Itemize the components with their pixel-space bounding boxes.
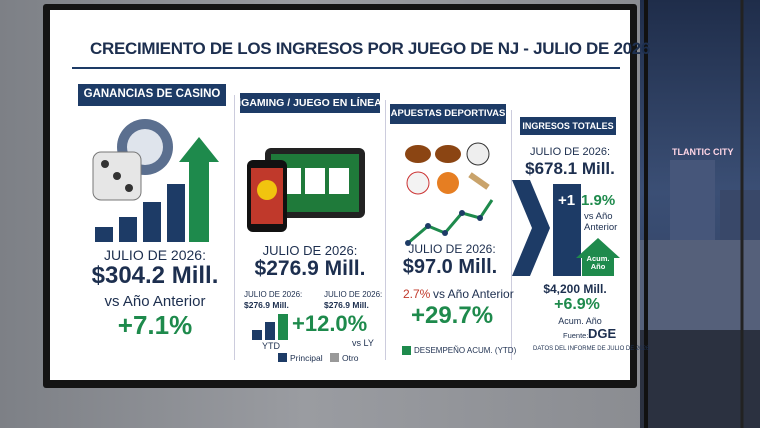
legend-swatch bbox=[278, 353, 287, 362]
amount: $304.2 Mill. bbox=[91, 262, 219, 289]
change: +12.0% bbox=[292, 311, 368, 336]
amount: $678.1 Mill. bbox=[525, 159, 615, 178]
compare: vs Año Anterior bbox=[104, 293, 206, 310]
small-amount: $276.9 Mill. bbox=[244, 300, 289, 310]
period: JULIO DE 2026: bbox=[104, 247, 206, 263]
arrow-label: Acum. Año bbox=[586, 254, 610, 271]
ytd-amount: $4,200 Mill. bbox=[543, 282, 607, 296]
ytd-label: YTD bbox=[262, 341, 280, 351]
divider bbox=[385, 100, 386, 360]
period: JULIO DE 2026: bbox=[408, 242, 496, 256]
period: JULIO DE 2026: bbox=[262, 243, 358, 258]
ytd-label: Acum. Año bbox=[558, 316, 602, 326]
casino-icon bbox=[92, 119, 219, 242]
bar-label: +1 bbox=[558, 192, 576, 209]
divider bbox=[511, 110, 512, 360]
change: 1.9% bbox=[581, 192, 616, 209]
compare: vs Año Anterior bbox=[584, 211, 618, 233]
panel-header: iGAMING / JUEGO EN LÍNEA bbox=[238, 93, 382, 113]
title-rule bbox=[72, 67, 620, 69]
footer-note: DATOS DEL INFORME DE JULIO DE 2026 bbox=[533, 346, 650, 352]
source-agency: DGE bbox=[588, 326, 617, 341]
divider bbox=[234, 95, 235, 360]
amount: $276.9 Mill. bbox=[254, 257, 366, 280]
igaming-icon bbox=[247, 148, 365, 232]
compare: vs LY bbox=[352, 338, 374, 348]
period: JULIO DE 2026: bbox=[529, 146, 611, 158]
panel-header: APUESTAS DEPORTIVAS bbox=[390, 104, 506, 124]
sports-icon bbox=[405, 142, 494, 246]
small-period: JULIO DE 2026: bbox=[244, 290, 303, 299]
small-period: JULIO DE 2026: bbox=[324, 290, 383, 299]
city-view bbox=[640, 0, 760, 428]
title: CRECIMIENTO DE LOS INGRESOS POR JUEGO DE… bbox=[90, 39, 651, 58]
legend-swatch bbox=[330, 353, 339, 362]
amount: $97.0 Mill. bbox=[402, 256, 498, 278]
legend-label: Principal bbox=[290, 353, 323, 363]
panel-header: GANANCIAS DE CASINO bbox=[78, 84, 226, 106]
sign: TLANTIC CITY bbox=[672, 147, 734, 157]
panel-header: INGRESOS TOTALES bbox=[520, 117, 616, 135]
change: +29.7% bbox=[410, 302, 494, 329]
legend-swatch bbox=[402, 346, 411, 355]
change-small: 2.7% bbox=[403, 287, 431, 301]
source-label: Fuente: bbox=[563, 331, 589, 340]
totals-graphic bbox=[512, 180, 620, 276]
compare: vs Año Anterior bbox=[433, 287, 514, 301]
ytd-bars bbox=[252, 314, 288, 340]
legend-label: Otro bbox=[342, 353, 359, 363]
small-amount: $276.9 Mill. bbox=[324, 300, 369, 310]
change: +7.1% bbox=[117, 310, 193, 340]
ytd-change: +6.9% bbox=[554, 296, 600, 313]
legend-label: DESEMPEÑO ACUM. (YTD) bbox=[414, 346, 517, 355]
